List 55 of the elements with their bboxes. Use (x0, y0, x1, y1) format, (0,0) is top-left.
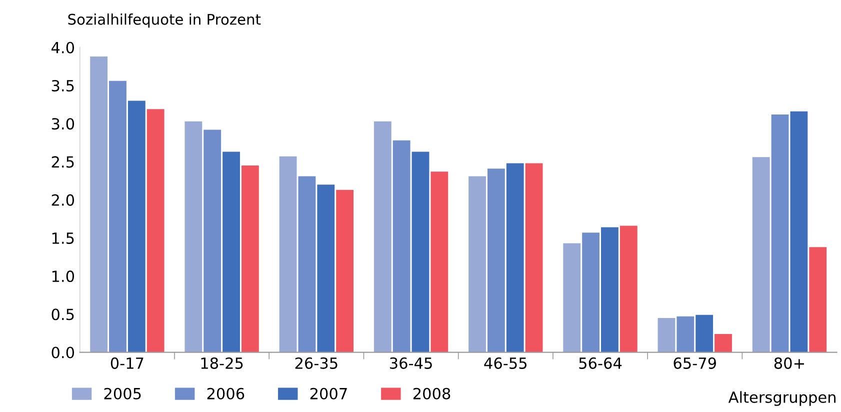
y-tick-label: 2.5 (52, 156, 74, 168)
bar (582, 232, 600, 352)
bar (90, 56, 108, 352)
bar (676, 316, 694, 352)
bar (506, 163, 524, 352)
bar (752, 157, 770, 352)
bar (204, 130, 222, 352)
x-tick-label: 65-79 (674, 357, 716, 369)
bar (601, 227, 618, 352)
bar (109, 80, 126, 352)
y-tick-label: 1.0 (52, 270, 74, 282)
y-tick-label: 0.0 (52, 346, 74, 358)
legend-label: 2005 (104, 388, 141, 400)
bar (790, 111, 808, 352)
bar (696, 314, 714, 352)
legend-label: 2006 (207, 388, 244, 400)
bar (184, 121, 202, 352)
y-tick-label: 4.0 (51, 42, 74, 54)
bar (525, 163, 543, 352)
y-tick-label: 3.0 (52, 118, 74, 130)
legend-label: 2008 (413, 388, 450, 400)
bar (146, 109, 164, 352)
y-tick-label: 2.0 (52, 194, 74, 206)
x-axis-title: Altersgruppen (728, 391, 836, 406)
bar (374, 121, 392, 352)
bar (430, 172, 448, 352)
bar (222, 152, 240, 352)
x-tick-label: 26-35 (295, 357, 338, 369)
y-tick-label: 3.5 (52, 80, 74, 92)
x-tick-label: 36-45 (390, 357, 432, 369)
x-tick-label: 0-17 (110, 357, 144, 369)
bar (468, 176, 486, 352)
bar (317, 184, 335, 352)
bar (298, 176, 316, 352)
x-tick-label: 56-64 (579, 357, 622, 369)
bar (241, 166, 259, 352)
bar (412, 152, 430, 352)
bar (392, 140, 410, 352)
bar (771, 114, 789, 352)
bar (809, 247, 827, 352)
y-axis-title: Sozialhilfequote in Prozent (68, 14, 261, 28)
bar (128, 100, 146, 352)
x-tick-label: 46-55 (484, 357, 527, 369)
bar (658, 318, 676, 352)
bar (279, 156, 297, 352)
bar (563, 243, 581, 352)
y-tick-label: 0.5 (52, 308, 74, 320)
x-tick-label: 80+ (774, 357, 804, 369)
bar (336, 190, 354, 352)
bar (714, 334, 732, 352)
x-tick-label: 18-25 (201, 357, 243, 369)
legend-label: 2007 (310, 388, 347, 400)
bar (620, 226, 638, 352)
y-tick-label: 1.5 (52, 232, 74, 244)
bar (487, 168, 505, 352)
